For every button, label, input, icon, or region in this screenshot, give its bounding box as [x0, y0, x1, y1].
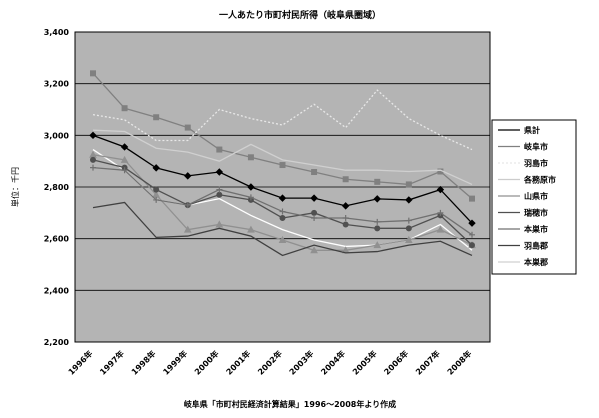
- legend-label: 県計: [524, 125, 540, 135]
- marker: [436, 225, 445, 233]
- marker: [405, 181, 412, 188]
- legend-label: 本巣郡: [523, 257, 548, 267]
- marker: [374, 178, 381, 185]
- marker: [153, 196, 160, 203]
- x-tick-label: 2008年: [445, 348, 473, 376]
- marker: [184, 124, 191, 131]
- marker: [120, 155, 129, 163]
- marker: [120, 143, 129, 151]
- series-line: [92, 201, 473, 257]
- marker: [278, 235, 287, 243]
- marker: [436, 185, 445, 194]
- marker: [469, 195, 475, 202]
- marker: [216, 146, 223, 153]
- marker: [121, 105, 128, 112]
- marker: [341, 202, 350, 210]
- x-tick-label: 2000年: [192, 348, 220, 376]
- marker: [153, 186, 160, 193]
- y-tick-label: 2,200: [44, 338, 70, 347]
- marker: [184, 202, 191, 209]
- marker: [216, 191, 223, 198]
- marker: [374, 218, 381, 225]
- marker: [405, 196, 413, 204]
- x-tick-label: 1999年: [161, 348, 189, 376]
- y-axis-label: 単位：千円: [10, 167, 20, 207]
- marker: [247, 183, 255, 191]
- marker: [342, 176, 349, 183]
- marker: [279, 215, 286, 221]
- legend-label: 瑞穂市: [524, 208, 548, 218]
- x-tick-label: 1996年: [66, 348, 94, 376]
- y-tick-label: 3,000: [44, 131, 70, 140]
- legend-label: 各務原市: [523, 175, 556, 185]
- marker: [310, 194, 318, 202]
- marker: [279, 208, 286, 215]
- marker: [311, 169, 318, 176]
- x-tick-label: 2005年: [350, 348, 378, 376]
- y-tick-label: 2,400: [44, 286, 70, 295]
- x-tick-label: 2003年: [287, 348, 315, 376]
- x-tick-label: 2002年: [255, 348, 283, 376]
- marker: [121, 167, 128, 174]
- marker: [468, 219, 476, 227]
- x-tick-label: 1997年: [98, 348, 126, 376]
- marker: [89, 131, 97, 140]
- y-tick-label: 3,400: [44, 28, 70, 37]
- marker: [183, 225, 192, 233]
- marker: [215, 168, 224, 176]
- marker: [278, 194, 287, 202]
- marker: [373, 195, 381, 203]
- legend-label: 羽島郡: [524, 241, 548, 251]
- marker: [311, 209, 318, 216]
- marker: [247, 194, 254, 201]
- marker: [90, 70, 96, 77]
- x-tick-label: 1998年: [129, 348, 157, 376]
- marker: [153, 114, 160, 121]
- marker: [310, 246, 318, 254]
- marker: [216, 186, 223, 193]
- chart-title: 一人あたり市町村民所得（岐阜県圏域）: [219, 9, 381, 21]
- x-tick-label: 2007年: [413, 348, 441, 376]
- marker: [90, 164, 96, 171]
- marker: [279, 162, 286, 169]
- marker: [404, 235, 413, 243]
- x-tick-label: 2006年: [382, 348, 410, 376]
- y-tick-label: 2,600: [44, 235, 70, 244]
- legend: [491, 119, 577, 275]
- marker: [247, 225, 255, 233]
- x-axis-label: 岐阜県「市町村民経済計算結果」1996〜2008年より作成: [184, 399, 396, 409]
- marker: [469, 231, 475, 238]
- marker: [152, 164, 160, 172]
- x-tick-label: 2001年: [224, 348, 252, 376]
- marker: [342, 215, 349, 221]
- marker: [247, 154, 254, 161]
- series-line: [92, 89, 473, 151]
- legend-label: 羽島市: [524, 158, 548, 168]
- x-tick-label: 2004年: [319, 348, 347, 376]
- y-tick-label: 2,800: [44, 183, 70, 192]
- y-tick-label: 3,200: [44, 80, 70, 89]
- legend-label: 岐阜市: [524, 142, 548, 152]
- marker: [373, 241, 382, 249]
- marker: [342, 221, 349, 228]
- marker: [90, 156, 96, 163]
- marker: [437, 209, 444, 216]
- legend-label: 山県市: [524, 191, 548, 201]
- marker: [184, 172, 192, 180]
- marker: [215, 220, 224, 228]
- marker: [405, 217, 412, 224]
- legend-label: 本巣市: [523, 224, 548, 234]
- marker: [405, 225, 412, 232]
- marker: [374, 225, 381, 232]
- marker: [469, 242, 475, 249]
- marker: [311, 215, 318, 221]
- series-line: [92, 129, 473, 186]
